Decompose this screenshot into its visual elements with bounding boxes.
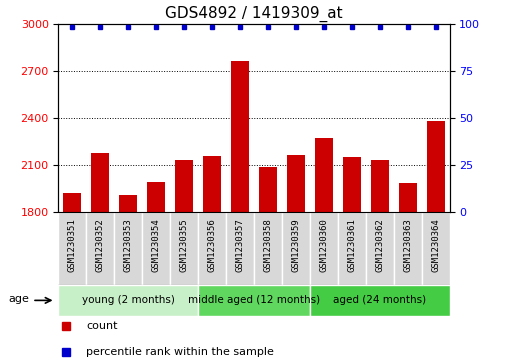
Bar <box>282 212 310 285</box>
Text: GSM1230363: GSM1230363 <box>403 218 412 272</box>
Text: GSM1230353: GSM1230353 <box>124 218 133 272</box>
Text: GSM1230357: GSM1230357 <box>236 218 244 272</box>
Text: GSM1230359: GSM1230359 <box>292 218 300 272</box>
Text: GSM1230352: GSM1230352 <box>96 218 105 272</box>
Bar <box>254 212 282 285</box>
Bar <box>91 153 109 363</box>
Text: percentile rank within the sample: percentile rank within the sample <box>86 347 274 357</box>
Text: GSM1230362: GSM1230362 <box>375 218 384 272</box>
Bar <box>58 212 86 285</box>
Bar <box>310 212 338 285</box>
Bar <box>287 155 305 363</box>
Bar <box>310 285 450 316</box>
Text: GSM1230356: GSM1230356 <box>208 218 216 272</box>
Text: GSM1230360: GSM1230360 <box>320 218 328 272</box>
Bar <box>338 212 366 285</box>
Bar <box>86 212 114 285</box>
Bar <box>58 285 198 316</box>
Text: middle aged (12 months): middle aged (12 months) <box>188 295 320 305</box>
Bar <box>175 160 193 363</box>
Text: GSM1230364: GSM1230364 <box>431 218 440 272</box>
Text: GSM1230355: GSM1230355 <box>180 218 188 272</box>
Bar <box>147 183 165 363</box>
Bar <box>427 121 444 363</box>
Text: aged (24 months): aged (24 months) <box>333 295 426 305</box>
Bar <box>259 167 277 363</box>
Bar <box>422 212 450 285</box>
Text: young (2 months): young (2 months) <box>82 295 175 305</box>
Bar <box>394 212 422 285</box>
Bar <box>371 160 389 363</box>
Bar <box>343 156 361 363</box>
Text: GSM1230351: GSM1230351 <box>68 218 77 272</box>
Bar <box>114 212 142 285</box>
Bar <box>315 138 333 363</box>
Bar <box>399 183 417 363</box>
Text: count: count <box>86 321 118 331</box>
Text: age: age <box>9 294 29 304</box>
Bar <box>64 193 81 363</box>
Bar <box>142 212 170 285</box>
Bar <box>366 212 394 285</box>
Text: GSM1230361: GSM1230361 <box>347 218 356 272</box>
Bar <box>198 212 226 285</box>
Text: GSM1230354: GSM1230354 <box>152 218 161 272</box>
Bar <box>198 285 310 316</box>
Bar <box>170 212 198 285</box>
Title: GDS4892 / 1419309_at: GDS4892 / 1419309_at <box>165 6 343 22</box>
Bar <box>119 195 137 363</box>
Bar <box>231 61 249 363</box>
Bar <box>203 156 221 363</box>
Bar <box>226 212 254 285</box>
Text: GSM1230358: GSM1230358 <box>264 218 272 272</box>
